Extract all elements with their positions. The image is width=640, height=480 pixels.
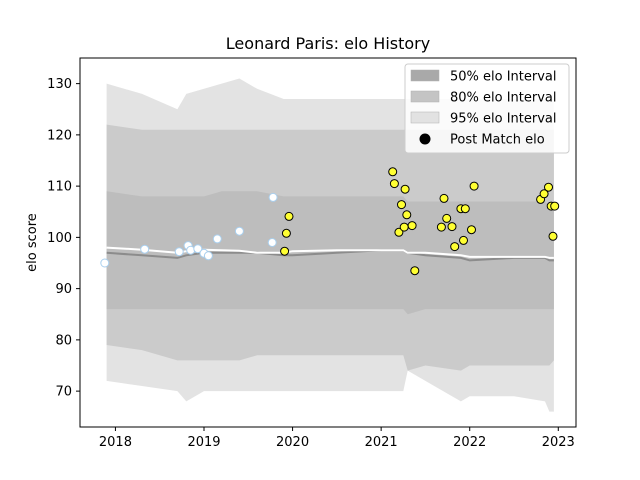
legend: 50% elo Interval 80% elo Interval 95% el…: [404, 63, 570, 154]
post-match-point-faded-5: [193, 244, 203, 254]
post-match-point-11: [410, 266, 420, 276]
post-match-point-16: [450, 242, 460, 252]
chart-title: Leonard Paris: elo History: [226, 34, 430, 53]
x-tick-label-2018: 2018: [99, 435, 132, 450]
post-match-point-9: [402, 210, 412, 220]
post-match-point-4: [389, 179, 399, 189]
y-tick-label-80: 80: [55, 333, 72, 348]
legend-swatch-post-match: [419, 133, 431, 145]
post-match-point-8: [400, 184, 410, 194]
legend-label-80: 80% elo Interval: [450, 91, 557, 106]
post-match-point-faded-11: [268, 192, 278, 202]
post-match-point-faded-1: [140, 244, 150, 254]
post-match-point-3: [388, 167, 398, 177]
post-match-point-23: [539, 189, 549, 199]
post-match-point-19: [460, 204, 470, 214]
y-tick-label-130: 130: [47, 77, 72, 92]
post-match-points: [100, 167, 560, 276]
post-match-point-faded-10: [267, 238, 277, 247]
post-match-point-faded-8: [212, 234, 222, 244]
legend-label-50: 50% elo Interval: [450, 70, 557, 85]
y-tick-label-110: 110: [47, 180, 72, 195]
x-tick-label-2023: 2023: [542, 435, 575, 450]
x-tick-label-2021: 2021: [365, 435, 398, 450]
y-tick-label-90: 90: [55, 282, 72, 297]
post-match-point-faded-9: [234, 226, 244, 236]
legend-swatch-50: [410, 69, 440, 82]
x-axis-ticks: 2018 2019 2020 2021 2022 2023: [99, 427, 575, 450]
post-match-point-27: [550, 201, 560, 211]
post-match-point-21: [469, 181, 479, 191]
median-elo-line: [106, 249, 554, 262]
post-match-point-1: [281, 228, 291, 238]
x-tick-label-2020: 2020: [276, 435, 309, 450]
post-match-point-12: [436, 222, 446, 232]
post-match-point-faded-0: [100, 258, 110, 268]
y-tick-label-100: 100: [47, 231, 72, 246]
axes-frame: [79, 57, 577, 428]
legend-swatch-95: [410, 111, 440, 124]
post-match-point-13: [439, 193, 449, 203]
post-match-point-faded-2: [174, 247, 184, 257]
post-match-point-6: [397, 200, 406, 210]
post-match-point-5: [394, 227, 404, 237]
legend-box: [404, 63, 570, 154]
post-match-point-18: [459, 235, 468, 245]
post-match-point-2: [284, 211, 294, 221]
plot-area: [100, 78, 560, 412]
post-match-point-24: [544, 182, 553, 192]
x-tick-label-2019: 2019: [187, 435, 220, 450]
y-tick-label-120: 120: [47, 128, 72, 143]
post-match-point-14: [442, 213, 452, 223]
legend-label-95: 95% elo Interval: [450, 112, 557, 127]
post-match-point-7: [399, 222, 409, 232]
y-axis-title: elo score: [25, 213, 40, 272]
legend-swatch-80: [410, 90, 440, 103]
post-match-point-15: [447, 222, 457, 232]
y-axis-ticks: 70 80 90 100 110 120 130: [47, 77, 80, 400]
y-tick-label-70: 70: [55, 385, 72, 400]
x-tick-label-2022: 2022: [453, 435, 486, 450]
post-match-point-20: [467, 225, 476, 235]
legend-label-post-match: Post Match elo: [450, 133, 545, 148]
post-match-point-faded-7: [203, 251, 213, 261]
post-match-point-26: [548, 231, 558, 241]
post-match-point-0: [280, 246, 290, 256]
post-match-point-10: [407, 221, 417, 231]
